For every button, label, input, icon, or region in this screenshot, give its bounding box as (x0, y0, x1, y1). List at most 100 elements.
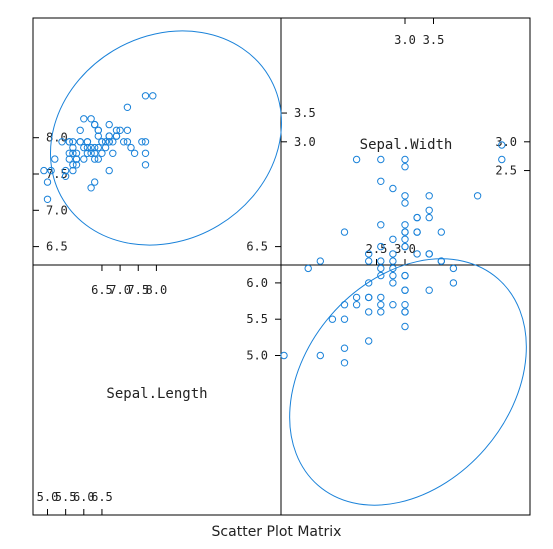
scatter-point-br-23 (366, 280, 372, 286)
scatter-point-tl-71 (106, 121, 112, 127)
diagonal-label-sepal-width: Sepal.Width (360, 137, 453, 153)
diagonal-label-sepal-length: Sepal.Length (106, 386, 207, 402)
scatter-point-br-62 (378, 265, 384, 271)
tick-label-diag-length-bottom-3: 6.5 (91, 490, 113, 504)
tick-label-upper-right-2: 2.5 (495, 164, 517, 178)
scatter-point-tl-73 (88, 116, 94, 122)
scatter-point-br-53 (426, 251, 432, 257)
tick-label-upper-left-1: 3.0 (294, 135, 316, 149)
tick-label-diag-bottom-0: 2.5 (366, 242, 388, 256)
scatter-point-br-13 (426, 287, 432, 293)
scatter-point-br-61 (426, 193, 432, 199)
scatter-point-br-60 (366, 258, 372, 264)
x-axis-label: Scatter Plot Matrix (0, 524, 553, 540)
tick-label-lower-left-2: 7.0 (46, 203, 68, 217)
scatter-point-br-40 (366, 294, 372, 300)
tick-label-upper-left-0: 3.5 (294, 106, 316, 120)
scatter-point-br-56 (353, 156, 359, 162)
scatter-point-br-37 (341, 345, 347, 351)
scatter-point-tl-74 (77, 139, 83, 145)
scatter-point-tl-39 (92, 121, 98, 127)
tick-label-upper-top-1: 3.5 (423, 33, 445, 47)
scatter-point-br-26 (414, 229, 420, 235)
scatter-point-tl-41 (121, 139, 127, 145)
tick-label-lower-right-2: 5.5 (246, 312, 268, 326)
scatter-point-br-67 (378, 258, 384, 264)
scatter-point-br-58 (378, 309, 384, 315)
scatter-point-tl-25 (81, 116, 87, 122)
scatter-point-tl-59 (142, 150, 148, 156)
scatter-point-tl-7 (44, 196, 50, 202)
scatter-point-br-46 (390, 185, 396, 191)
ellipse-bottom-right (241, 212, 553, 549)
scatter-point-br-59 (378, 156, 384, 162)
scatter-point-br-55 (499, 156, 505, 162)
tick-label-lower-right-0: 6.5 (246, 240, 268, 254)
scatter-point-br-63 (402, 272, 408, 278)
scatter-point-br-34 (402, 302, 408, 308)
tick-label-diag-bottom-1: 3.0 (394, 242, 416, 256)
scatter-point-br-48 (474, 193, 480, 199)
scatter-point-br-57 (426, 214, 432, 220)
scatter-point-br-74 (402, 287, 408, 293)
scatter-point-br-12 (305, 265, 311, 271)
scatter-point-tl-61 (124, 127, 130, 133)
scatter-point-br-32 (317, 352, 323, 358)
scatter-point-tl-6 (52, 156, 58, 162)
scatter-point-br-73 (450, 265, 456, 271)
tick-label-lower-right-3: 5.0 (246, 349, 268, 363)
scatter-point-br-33 (366, 309, 372, 315)
tick-label-lower-right-1: 6.0 (246, 276, 268, 290)
scatter-point-tl-23 (81, 156, 87, 162)
scatter-point-tl-3 (99, 150, 105, 156)
scatter-point-br-47 (341, 229, 347, 235)
tick-label-diag-top-3: 8.0 (146, 283, 168, 297)
scatter-point-tl-65 (131, 150, 137, 156)
scatter-point-tl-12 (88, 185, 94, 191)
scatter-point-br-42 (390, 258, 396, 264)
points-bottom-right-panel (281, 142, 505, 366)
scatter-point-br-0 (426, 207, 432, 213)
scatter-point-br-27 (317, 258, 323, 264)
scatter-point-br-19 (390, 280, 396, 286)
scatter-point-br-44 (402, 164, 408, 170)
scatter-point-tl-48 (124, 104, 130, 110)
scatter-point-br-20 (353, 302, 359, 308)
scatter-point-br-50 (402, 222, 408, 228)
scatter-point-tl-55 (142, 93, 148, 99)
scatter-point-br-51 (341, 302, 347, 308)
scatter-point-tl-66 (150, 93, 156, 99)
scatter-point-br-64 (402, 193, 408, 199)
scatter-point-br-21 (329, 316, 335, 322)
scatter-point-br-71 (438, 229, 444, 235)
scatter-point-br-5 (390, 236, 396, 242)
scatter-point-br-29 (341, 316, 347, 322)
tick-label-lower-left-0: 8.0 (46, 131, 68, 145)
confidence-ellipses (11, 0, 553, 549)
scatter-point-br-6 (366, 338, 372, 344)
scatter-point-br-7 (281, 352, 287, 358)
scatter-point-br-24 (402, 323, 408, 329)
scatter-point-br-72 (402, 229, 408, 235)
scatter-point-br-41 (402, 200, 408, 206)
scatter-point-br-31 (353, 294, 359, 300)
scatter-point-tl-47 (106, 167, 112, 173)
scatter-point-br-25 (450, 280, 456, 286)
scatter-point-br-17 (378, 222, 384, 228)
tick-label-upper-top-0: 3.0 (394, 33, 416, 47)
scatter-point-br-38 (378, 302, 384, 308)
scatter-point-br-35 (390, 302, 396, 308)
scatter-point-tl-56 (142, 162, 148, 168)
scatter-point-tl-64 (124, 139, 130, 145)
scatter-point-br-28 (402, 309, 408, 315)
tick-label-lower-left-3: 6.5 (46, 240, 68, 254)
points-top-left-panel (41, 93, 156, 203)
scatter-point-tl-13 (77, 127, 83, 133)
scatter-point-br-52 (378, 294, 384, 300)
scatter-point-br-68 (402, 156, 408, 162)
scatter-point-tl-17 (110, 150, 116, 156)
scatter-point-tl-27 (92, 179, 98, 185)
scatter-point-br-70 (414, 214, 420, 220)
scatter-point-br-9 (390, 272, 396, 278)
